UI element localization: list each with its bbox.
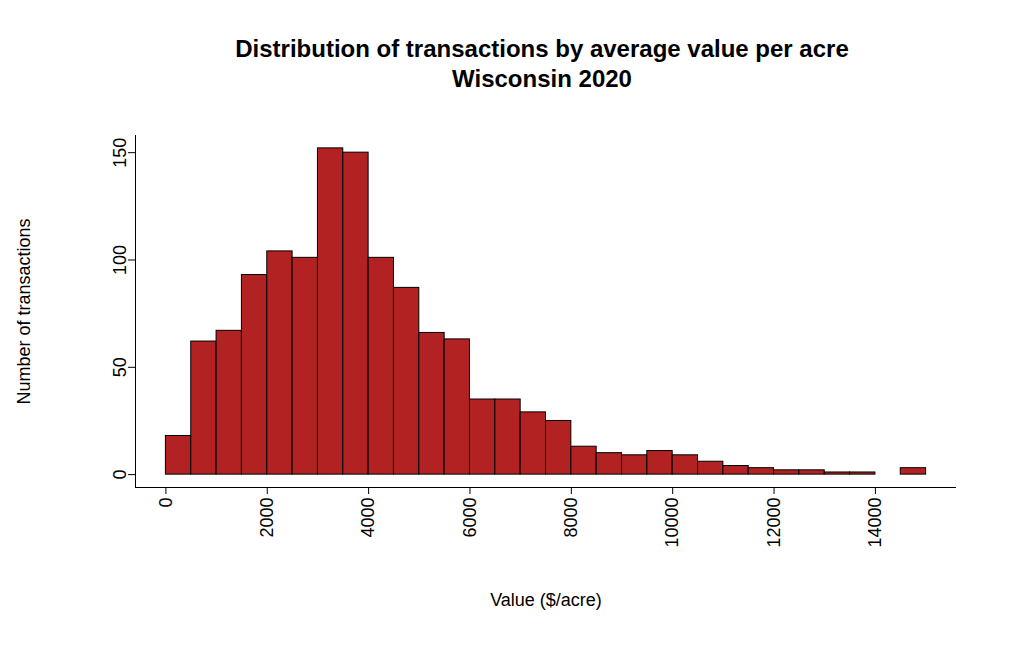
- svg-text:8000: 8000: [561, 498, 581, 538]
- svg-text:Number of transactions: Number of transactions: [14, 218, 34, 404]
- svg-text:150: 150: [110, 138, 130, 168]
- svg-text:Value ($/acre): Value ($/acre): [490, 590, 602, 610]
- svg-text:0: 0: [110, 470, 130, 480]
- svg-text:4000: 4000: [358, 498, 378, 538]
- svg-text:10000: 10000: [662, 498, 682, 548]
- html-text:Distribution of transactions b: Distribution of transactions by average …: [235, 35, 849, 62]
- svg-text:50: 50: [110, 357, 130, 377]
- html-text:Wisconsin 2020: Wisconsin 2020: [452, 65, 632, 92]
- svg-text:100: 100: [110, 245, 130, 275]
- svg-text:12000: 12000: [764, 498, 784, 548]
- svg-text:2000: 2000: [257, 498, 277, 538]
- svg-text:0: 0: [156, 498, 176, 508]
- svg-text:14000: 14000: [865, 498, 885, 548]
- svg-text:6000: 6000: [460, 498, 480, 538]
